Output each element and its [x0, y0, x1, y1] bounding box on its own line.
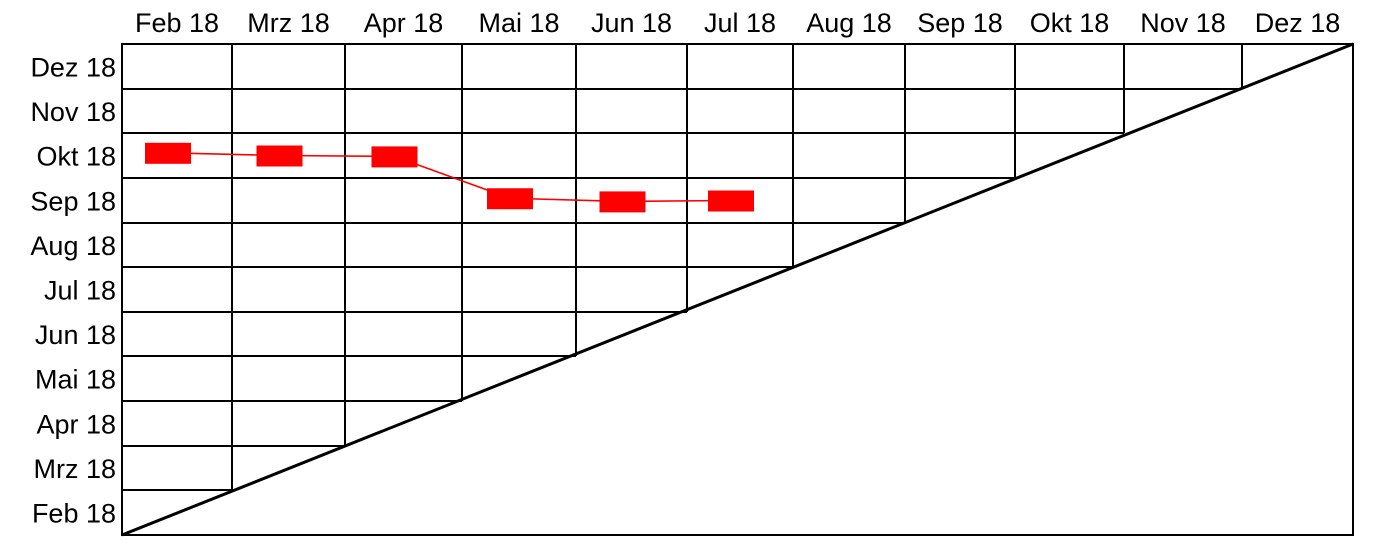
diagonal-line: [121, 42, 1354, 537]
x-tick-label: Apr 18: [364, 8, 444, 38]
x-tick-label: Aug 18: [806, 8, 892, 38]
y-tick-label: Jun 18: [35, 320, 116, 350]
x-tick-label: Feb 18: [135, 8, 219, 38]
x-tick-label: Jul 18: [704, 8, 776, 38]
chart-series: [145, 142, 754, 213]
plot-frame: [121, 43, 1354, 536]
data-point-marker: [145, 142, 191, 164]
x-tick-label: Okt 18: [1030, 8, 1110, 38]
x-axis-tick-labels: Feb 18 Mrz 18 Apr 18 Mai 18 Jun 18 Jul 18 Aug …: [135, 8, 1340, 38]
data-point-marker: [371, 146, 418, 168]
y-tick-label: Feb 18: [32, 499, 116, 529]
data-point-marker: [708, 190, 754, 212]
x-tick-label: Sep 18: [917, 8, 1003, 38]
y-tick-label: Okt 18: [36, 142, 116, 172]
data-point-marker: [487, 188, 533, 210]
y-axis-tick-labels: Dez 18 Nov 18 Okt 18 Sep 18 Aug 18 Jul 18 Jun …: [30, 53, 116, 529]
x-tick-label: Jun 18: [591, 8, 672, 38]
x-tick-label: Mai 18: [478, 8, 559, 38]
y-tick-label: Sep 18: [30, 187, 116, 217]
y-tick-label: Apr 18: [36, 410, 116, 440]
data-point-marker: [599, 191, 646, 213]
y-tick-label: Mrz 18: [33, 454, 116, 484]
y-tick-label: Nov 18: [30, 97, 116, 127]
chart-grid: [121, 42, 1354, 537]
y-tick-label: Jul 18: [44, 276, 116, 306]
x-tick-label: Mrz 18: [247, 8, 330, 38]
x-tick-label: Dez 18: [1255, 8, 1341, 38]
y-tick-label: Aug 18: [30, 231, 116, 261]
x-tick-label: Nov 18: [1140, 8, 1226, 38]
y-tick-label: Mai 18: [35, 365, 116, 395]
y-tick-label: Dez 18: [30, 53, 116, 83]
data-point-marker: [256, 145, 303, 167]
